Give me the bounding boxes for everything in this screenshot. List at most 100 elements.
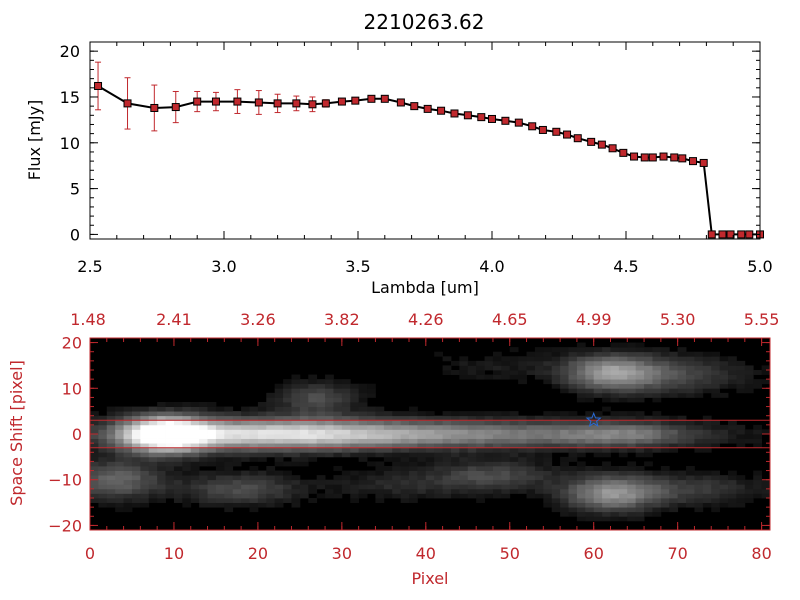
heatmap-cell [660,498,670,503]
heatmap-cell [644,493,653,499]
heatmap-cell [308,388,318,394]
heatmap-cell [694,443,704,449]
heatmap-cell [148,488,158,494]
heatmap-cell [131,488,141,494]
heatmap-cell [669,415,679,421]
heatmap-cell [694,392,704,398]
heatmap-cell [140,484,150,490]
heatmap-cell [744,383,754,389]
heatmap-cell [660,443,670,449]
heatmap-cell [434,351,443,357]
heatmap-cell [476,438,485,444]
heatmap-cell [618,374,628,380]
heatmap-cell [341,434,351,439]
heatmap-cell [325,443,334,449]
heatmap-cell [425,488,435,494]
heatmap-cell [90,438,99,444]
heatmap-cell [484,411,494,417]
heatmap-cell [753,434,763,439]
heatmap-cell [249,415,259,421]
heatmap-cell [644,452,653,458]
heatmap-cell [459,370,469,375]
heatmap-cell [644,388,653,394]
heatmap-cell [618,498,628,503]
heatmap-cell [224,479,234,485]
heatmap-cell [501,420,511,426]
heatmap-cell [509,347,519,353]
heatmap-cell [325,420,334,426]
data-point [563,130,572,139]
heatmap-cell [274,388,284,394]
heatmap-cell [90,434,99,439]
heatmap-cell [358,406,368,412]
heatmap-cell [367,443,376,449]
heatmap-cell [350,452,360,458]
heatmap-cell [526,470,536,476]
heatmap-cell [165,470,175,476]
heatmap-cell [375,429,385,435]
heatmap-cell [459,411,469,417]
heatmap-cell [459,493,469,499]
heatmap-cell [123,461,133,467]
heatmap-cell [677,347,687,353]
heatmap-cell [669,470,679,476]
heatmap-cell [131,484,141,490]
heatmap-cell [434,443,443,449]
heatmap-cell [585,379,595,385]
heatmap-cell [333,383,343,389]
heatmap-cell [450,424,460,430]
heatmap-cell [467,484,477,490]
heatmap-cell [568,415,578,421]
heatmap-cell [627,347,637,353]
heatmap-cell [476,479,485,485]
data-point [450,109,459,118]
heatmap-cell [719,365,729,371]
heatmap-cell [669,365,679,371]
heatmap-cell [358,434,368,439]
heatmap-cell [123,507,133,513]
heatmap-cell [182,488,192,494]
heatmap-cell [627,484,637,490]
data-point [488,114,496,123]
heatmap-cell [568,447,578,453]
heatmap-cell [602,516,611,522]
heatmap-cell [560,360,569,366]
heatmap-cell [576,434,586,439]
heatmap-cell [115,434,124,439]
heatmap-cell [618,507,628,513]
heatmap-cell [375,493,385,499]
heatmap-cell [358,452,368,458]
heatmap-cell [652,392,662,398]
heatmap-cell [367,461,376,467]
heatmap-cell [157,420,166,426]
heatmap-cell [375,475,385,481]
heatmap-cell [551,379,561,385]
heatmap-cell [106,420,116,426]
heatmap-cell [627,397,637,403]
heatmap-cell [182,452,192,458]
heatmap-cell [123,488,133,494]
heatmap-cell [518,488,527,494]
data-point [211,97,220,106]
heatmap-cell [736,424,746,430]
heatmap-cell [224,488,234,494]
heatmap-cell [602,475,611,481]
heatmap-cell [568,507,578,513]
heatmap-cell [308,383,318,389]
heatmap-cell [207,443,217,449]
heatmap-cell [602,507,611,513]
heatmap-cell [215,438,225,444]
heatmap-cell [182,461,192,467]
wavelength-tick-label: 4.99 [576,310,612,329]
heatmap-cell [308,438,318,444]
heatmap-cell [98,424,108,430]
shift-tick-label: 20 [62,334,82,353]
heatmap-cell [753,379,763,385]
heatmap-cell [215,466,225,471]
heatmap-cell [593,360,603,366]
heatmap-cell [509,447,519,453]
heatmap-cell [593,443,603,449]
heatmap-cell [131,424,141,430]
heatmap-cell [618,411,628,417]
heatmap-cell [450,447,460,453]
